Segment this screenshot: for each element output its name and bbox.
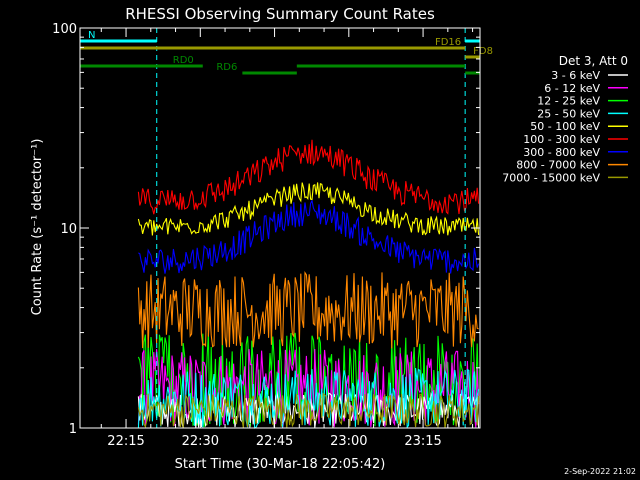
legend-entry-label: 12 - 25 keV (537, 95, 600, 108)
plot-frame (79, 27, 481, 429)
flag-label: RD6 (216, 62, 237, 73)
legend-entry-label: 7000 - 15000 keV (502, 171, 600, 184)
legend-entry-label: 3 - 6 keV (551, 69, 600, 82)
data-layer (137, 139, 480, 429)
legend-entry-label: 25 - 50 keV (537, 107, 600, 120)
series-line (138, 199, 480, 274)
legend-title: Det 3, Att 0 (559, 54, 628, 68)
y-tick-label: 10 (60, 222, 77, 237)
flag-label: RD0 (173, 55, 194, 66)
legend-entry-label: 800 - 7000 keV (516, 159, 600, 172)
date-stamp: 2-Sep-2022 21:02 (564, 467, 636, 476)
series-line (137, 392, 480, 429)
legend-entry-label: 6 - 12 keV (544, 82, 600, 95)
series-line (137, 182, 480, 236)
x-tick-label: 22:15 (107, 434, 144, 449)
flags-layer: N FD8 FD16 RD0 RD6 (80, 28, 493, 428)
y-tick-label: 100 (52, 22, 77, 37)
series-line (137, 367, 480, 429)
chart-title: RHESSI Observing Summary Count Rates (125, 5, 435, 23)
x-tick-label: 23:00 (330, 434, 367, 449)
y-tick-label: 1 (69, 422, 77, 437)
axes-layer: 22:15 22:30 22:45 23:00 23:15 1 10 100 (52, 22, 481, 449)
flag-label: FD8 (473, 46, 493, 57)
flag-label: N (88, 30, 95, 41)
y-axis-label: Count Rate (s⁻¹ detector⁻¹) (30, 139, 45, 316)
series-line (137, 270, 479, 349)
x-tick-label: 22:30 (182, 434, 219, 449)
x-tick-label: 23:15 (404, 434, 441, 449)
x-tick-label: 22:45 (256, 434, 293, 449)
legend-entry-label: 50 - 100 keV (530, 120, 600, 133)
flag-label: FD16 (435, 37, 461, 48)
x-axis-label: Start Time (30-Mar-18 22:05:42) (175, 457, 386, 472)
legend-entry-label: 300 - 800 keV (523, 146, 600, 159)
series-line (137, 139, 480, 215)
legend-entry-label: 100 - 300 keV (523, 133, 600, 146)
